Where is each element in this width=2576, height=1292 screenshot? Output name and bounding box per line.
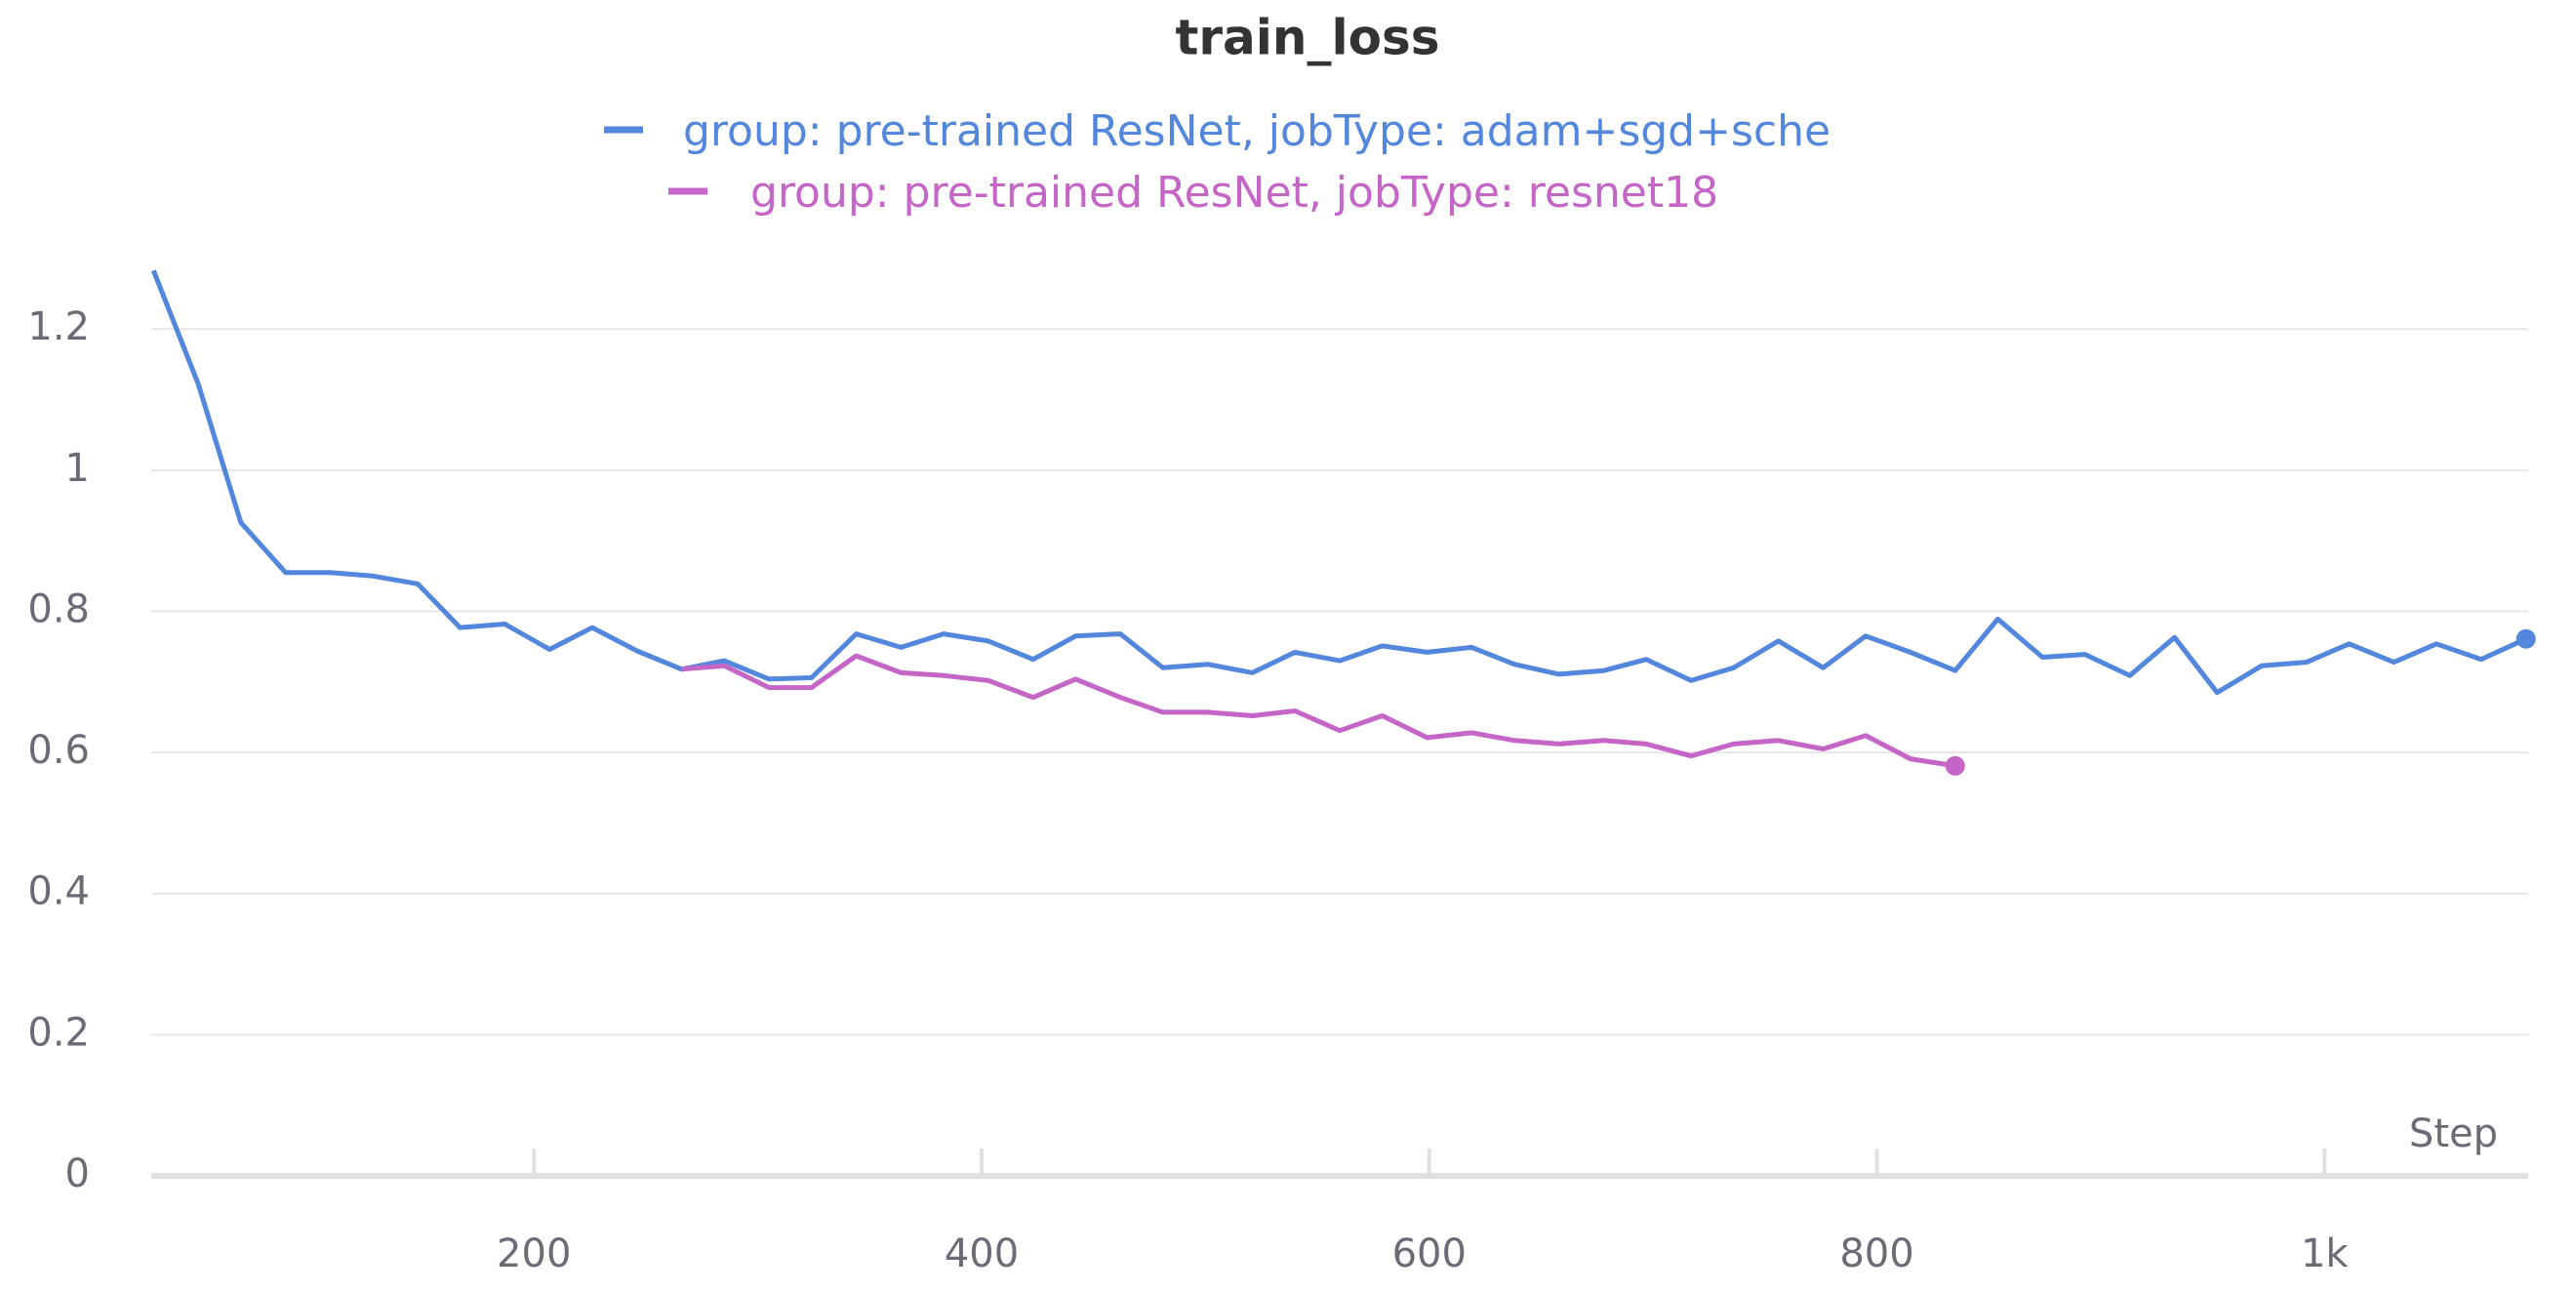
y-tick-label: 0.4	[27, 869, 90, 914]
legend-label: group: pre-trained ResNet, jobType: adam…	[683, 106, 1831, 156]
chart-title: train_loss	[1175, 10, 1439, 66]
x-tick-label: 400	[945, 1231, 1019, 1276]
series-line	[681, 653, 1956, 769]
y-tick-label: 0.8	[27, 586, 90, 631]
x-tick-label: 800	[1839, 1231, 1913, 1276]
y-tick-label: 1.2	[27, 304, 90, 349]
series-line	[150, 269, 2527, 696]
end-point	[2516, 628, 2536, 649]
x-tick-label: 1k	[2301, 1231, 2349, 1276]
x-tick-label: 600	[1392, 1231, 1467, 1276]
x-tick-label: 200	[497, 1231, 571, 1276]
y-tick-label: 0.2	[27, 1010, 90, 1055]
y-tick-label: 0	[65, 1151, 90, 1196]
y-tick-label: 1	[65, 446, 90, 491]
end-point	[1945, 755, 1965, 776]
x-axis-label: Step	[2409, 1111, 2498, 1156]
legend-label: group: pre-trained ResNet, jobType: resn…	[750, 168, 1718, 218]
y-tick-label: 0.6	[27, 728, 90, 773]
